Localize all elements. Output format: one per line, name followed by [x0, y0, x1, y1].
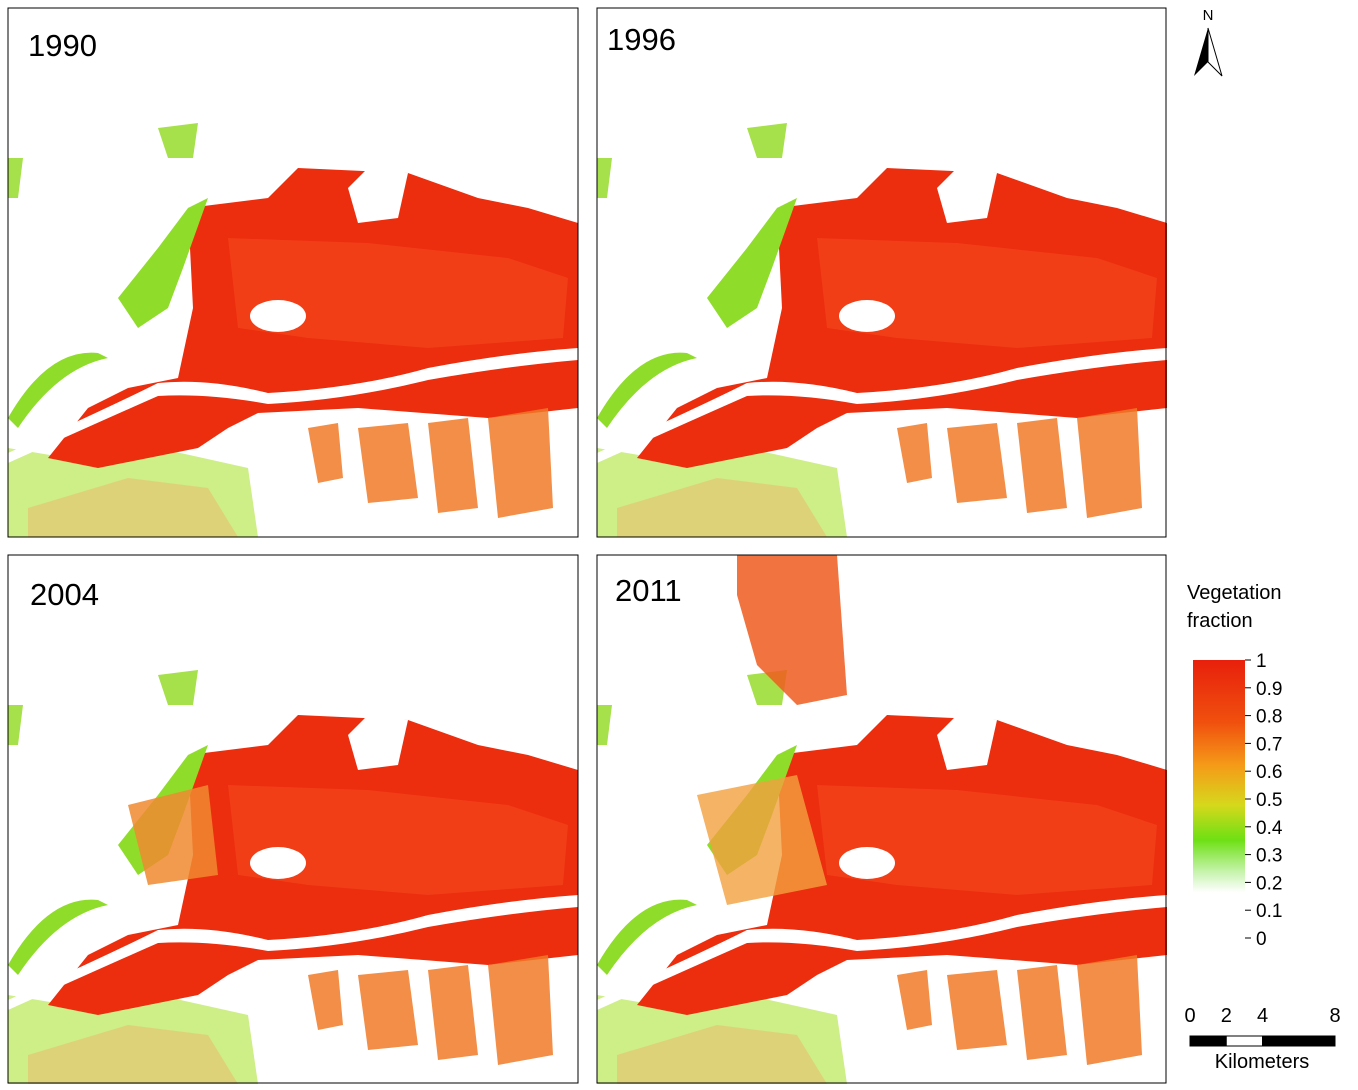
figure: 1990 1996 2004 2011 N Vegetation fractio… [0, 0, 1358, 1085]
map-panel: 1990 [8, 8, 578, 537]
legend-tick-label: 0.2 [1256, 873, 1282, 894]
scale-tick-label: 0 [1184, 1005, 1195, 1027]
scale-unit: Kilometers [1215, 1051, 1309, 1073]
map-image [597, 123, 1167, 537]
map-image [8, 670, 578, 1084]
north-label: N [1203, 7, 1214, 24]
legend-tick-label: 0.8 [1256, 707, 1282, 728]
panel-label: 2004 [30, 577, 99, 612]
page: 1990 1996 2004 2011 N Vegetation fractio… [0, 0, 1358, 1090]
legend-tick-label: 0.3 [1256, 846, 1282, 867]
map-image [8, 123, 578, 537]
scale-segment [1226, 1036, 1262, 1046]
scale-tick-label: 8 [1329, 1005, 1340, 1027]
legend-tick-label: 0.7 [1256, 734, 1282, 755]
north-arrow-right [1208, 28, 1222, 76]
map-panel: 1996 [597, 8, 1167, 537]
north-arrow-left [1194, 28, 1208, 76]
panel-label: 2011 [615, 573, 682, 608]
legend-tick-label: 0 [1256, 929, 1267, 950]
legend-tick-label: 1 [1256, 651, 1267, 672]
panel-label: 1996 [607, 22, 676, 57]
color-bar [1193, 660, 1245, 910]
legend-title: fraction [1187, 610, 1253, 632]
scale-segment [1190, 1036, 1226, 1046]
north-arrow: N [1194, 7, 1222, 76]
map-panel: 2004 [8, 555, 578, 1084]
legend-tick-label: 0.4 [1256, 818, 1283, 839]
legend-title: Vegetation [1187, 582, 1282, 604]
scale-segment [1263, 1036, 1336, 1046]
scale-tick-label: 2 [1221, 1005, 1232, 1027]
map-image [597, 670, 1167, 1084]
scale-tick-label: 4 [1257, 1005, 1268, 1027]
legend-tick-label: 0.6 [1256, 762, 1282, 783]
legend-tick-label: 0.9 [1256, 679, 1282, 700]
map-panel: 2011 [597, 555, 1167, 1084]
legend-tick-label: 0.1 [1256, 901, 1282, 922]
legend-tick-label: 0.5 [1256, 790, 1282, 811]
panel-label: 1990 [28, 28, 97, 63]
